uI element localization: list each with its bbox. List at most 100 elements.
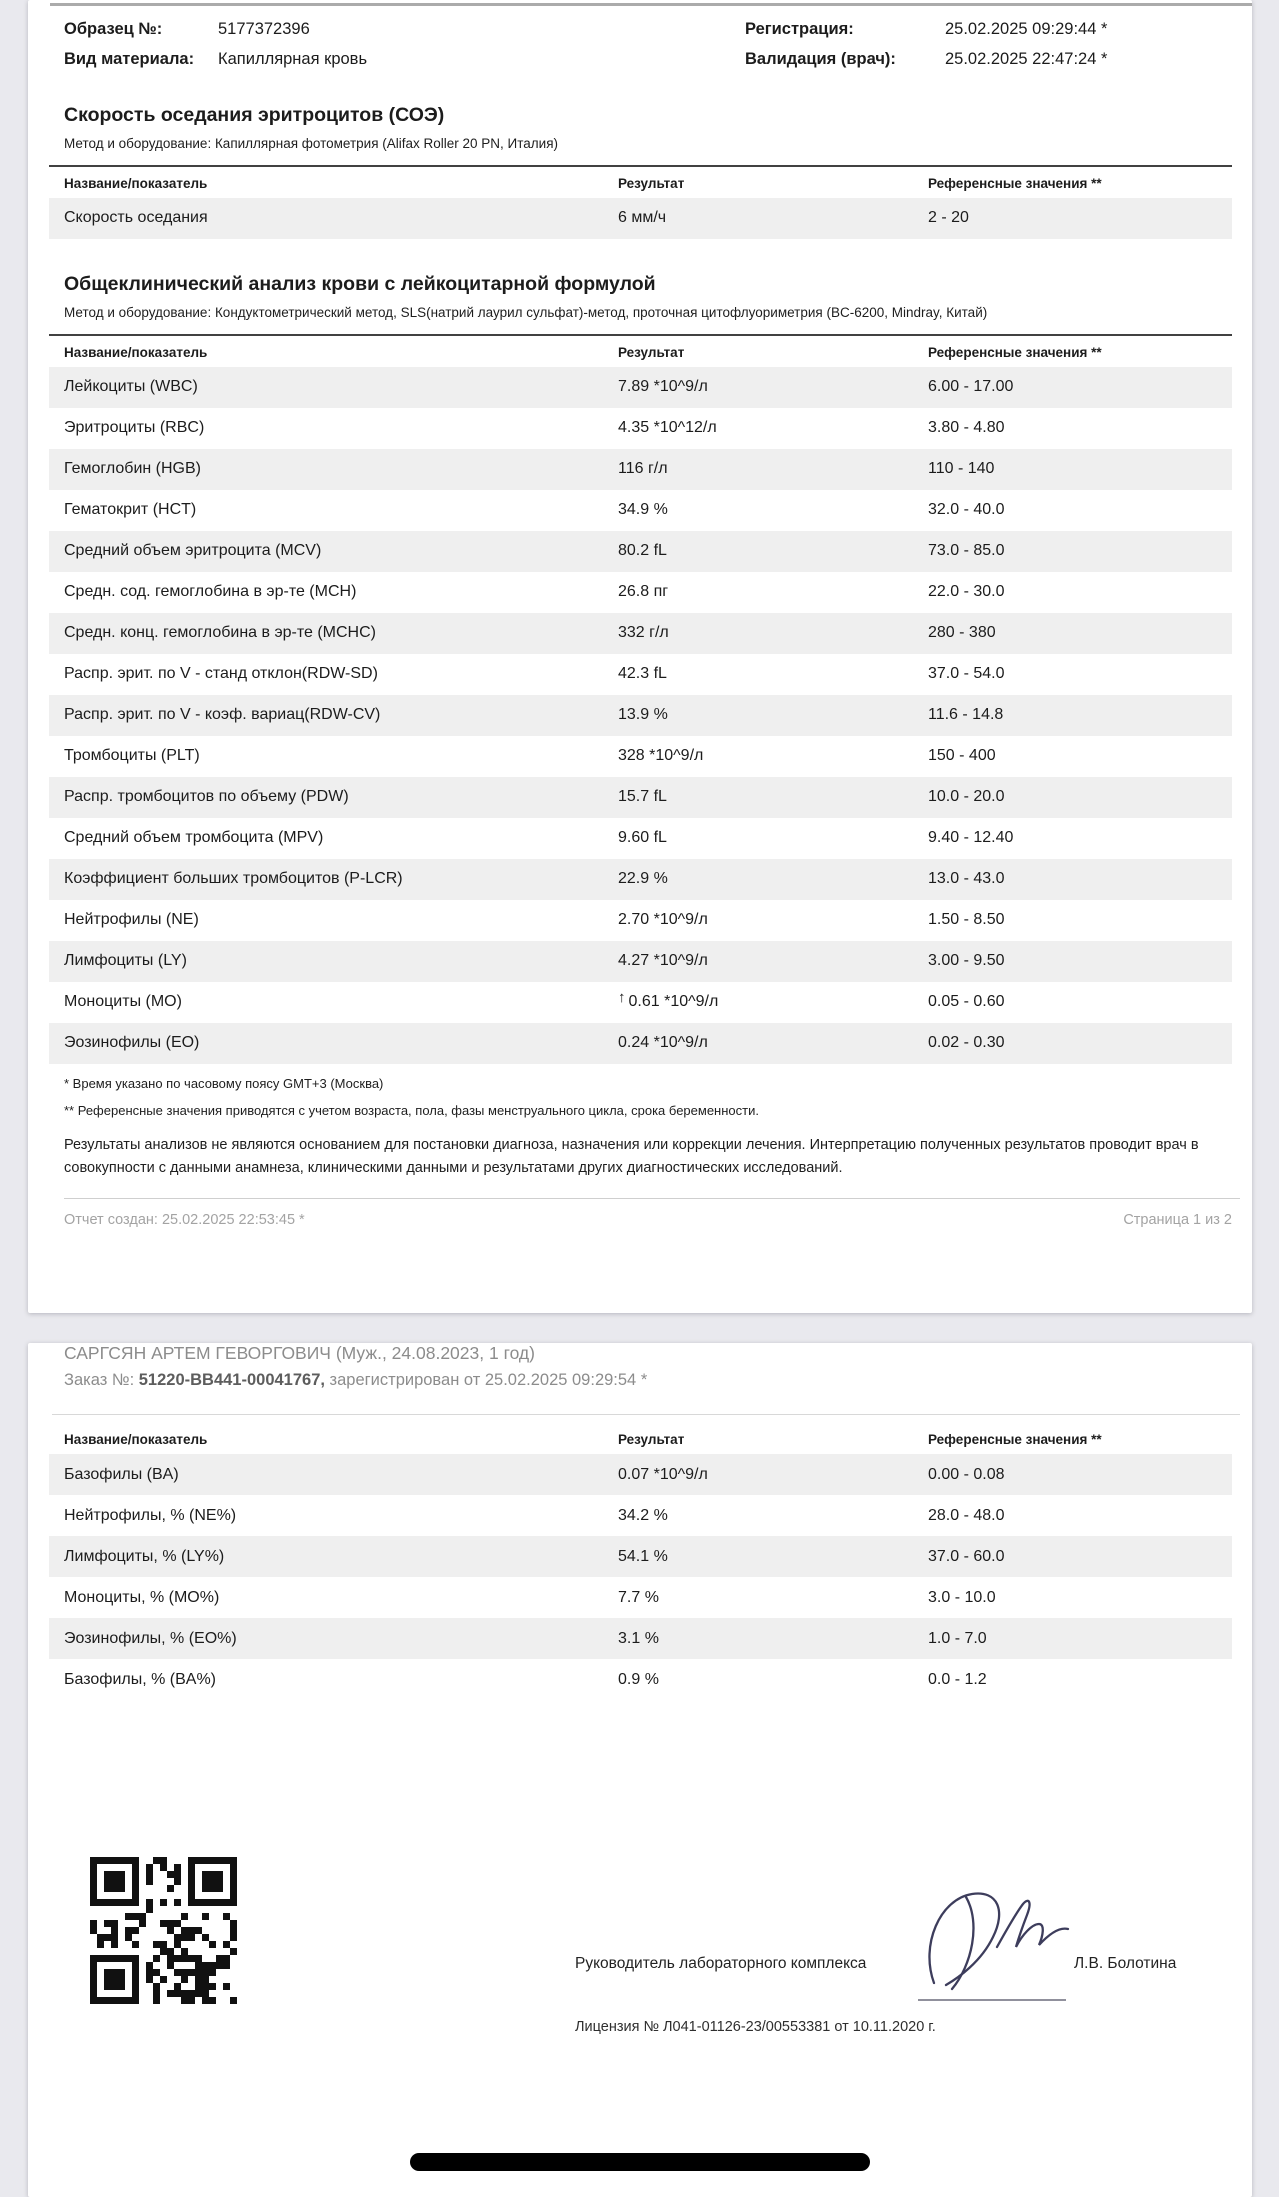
result-value-cell: 7.89 *10^9/л: [618, 378, 708, 396]
table-row: Базофилы, % (BA%) 0.9 % 0.0 - 1.2: [49, 1659, 1232, 1700]
param-name-cell: Базофилы (BA): [64, 1465, 179, 1483]
method-line-esr: Метод и оборудование: Капиллярная фотоме…: [64, 135, 559, 151]
reference-range-cell: 6.00 - 17.00: [928, 378, 1014, 396]
param-name-cell: Нейтрофилы (NE): [64, 911, 199, 929]
param-name-cell: Средн. конц. гемоглобина в эр-те (MCHC): [64, 624, 376, 642]
table-row: Эритроциты (RBC) 4.35 *10^12/л 3.80 - 4.80: [49, 408, 1232, 449]
param-name-cell: Распр. тромбоцитов по объему (PDW): [64, 788, 349, 806]
table-row: Эозинофилы (EO) 0.24 *10^9/л 0.02 - 0.30: [49, 1022, 1232, 1064]
reference-range-cell: 0.0 - 1.2: [928, 1670, 987, 1688]
diff-results-table: Название/показатель Результат Референсны…: [49, 1423, 1232, 1700]
table-row: Моноциты, % (MO%) 7.7 % 3.0 - 10.0: [49, 1577, 1232, 1618]
reference-range-cell: 0.02 - 0.30: [928, 1034, 1005, 1052]
param-name-cell: Моноциты, % (MO%): [64, 1588, 220, 1606]
table-row: Лимфоциты, % (LY%) 54.1 % 37.0 - 60.0: [49, 1536, 1232, 1577]
reference-range-cell: 3.80 - 4.80: [928, 419, 1005, 437]
result-value-cell: 0.24 *10^9/л: [618, 1034, 708, 1052]
param-name-cell: Распр. эрит. по V - станд отклон(RDW-SD): [64, 665, 378, 683]
reference-range-cell: 150 - 400: [928, 747, 996, 765]
result-value-cell: ↑ 0.61 *10^9/л: [618, 989, 719, 1011]
reference-range-cell: 280 - 380: [928, 624, 996, 642]
reference-range-cell: 37.0 - 54.0: [928, 665, 1005, 683]
column-header-result: Результат: [618, 1432, 685, 1447]
param-name-cell: Эозинофилы (EO): [64, 1034, 200, 1052]
cbc-results-table: Название/показатель Результат Референсны…: [49, 333, 1232, 1064]
method-line-cbc: Метод и оборудование: Кондуктометрически…: [64, 304, 988, 320]
param-name-cell: Базофилы, % (BA%): [64, 1670, 216, 1688]
result-value-cell: 3.1 %: [618, 1629, 659, 1647]
result-value-cell: 9.60 fL: [618, 829, 667, 847]
param-name-cell: Скорость оседания: [64, 209, 208, 227]
param-name-cell: Эритроциты (RBC): [64, 419, 205, 437]
table-row: Распр. тромбоцитов по объему (PDW) 15.7 f…: [49, 776, 1232, 818]
qr-code: [90, 1857, 237, 2004]
table-row: Распр. эрит. по V - станд отклон(RDW-SD)…: [49, 654, 1232, 695]
param-name-cell: Тромбоциты (PLT): [64, 747, 200, 765]
param-name-cell: Средн. сод. гемоглобина в эр-те (MCH): [64, 583, 357, 601]
result-value-cell: 7.7 %: [618, 1588, 659, 1606]
table-row: Распр. эрит. по V - коэф. вариац(RDW-CV)…: [49, 694, 1232, 736]
result-value-cell: 4.27 *10^9/л: [618, 952, 708, 970]
result-value-cell: 0.07 *10^9/л: [618, 1465, 708, 1483]
validation-label: Валидация (врач):: [745, 49, 896, 68]
param-name-cell: Нейтрофилы, % (NE%): [64, 1506, 237, 1524]
reference-range-cell: 10.0 - 20.0: [928, 788, 1005, 806]
table-row: Гематокрит (HCT) 34.9 % 32.0 - 40.0: [49, 490, 1232, 531]
table-row: Скорость оседания 6 мм/ч 2 - 20: [49, 197, 1232, 239]
table-row: Нейтрофилы (NE) 2.70 *10^9/л 1.50 - 8.50: [49, 900, 1232, 941]
order-label: Заказ №:: [64, 1371, 139, 1389]
registration-value: 25.02.2025 09:29:44 *: [945, 20, 1108, 38]
reference-range-cell: 0.05 - 0.60: [928, 993, 1005, 1011]
param-name-cell: Лимфоциты, % (LY%): [64, 1547, 225, 1565]
home-indicator[interactable]: [409, 2153, 870, 2171]
table-row: Средний объем тромбоцита (MPV) 9.60 fL 9.4…: [49, 818, 1232, 859]
table-row: Лимфоциты (LY) 4.27 *10^9/л 3.00 - 9.50: [49, 940, 1232, 982]
result-value-cell: 34.2 %: [618, 1506, 668, 1524]
param-name-cell: Распр. эрит. по V - коэф. вариац(RDW-CV): [64, 706, 381, 724]
result-value-cell: 332 г/л: [618, 624, 669, 642]
result-value-cell: 54.1 %: [618, 1547, 668, 1565]
table-row: Средн. сод. гемоглобина в эр-те (MCH) 26.…: [49, 572, 1232, 613]
param-name-cell: Гематокрит (HCT): [64, 501, 197, 519]
result-value-cell: 22.9 %: [618, 870, 668, 888]
param-name-cell: Лимфоциты (LY): [64, 952, 187, 970]
reference-range-cell: 37.0 - 60.0: [928, 1547, 1005, 1565]
material-value: Капиллярная кровь: [218, 49, 368, 68]
param-name-cell: Средний объем эритроцита (MCV): [64, 542, 322, 560]
reference-range-cell: 1.50 - 8.50: [928, 911, 1005, 929]
signature-line: [918, 1999, 1066, 2001]
result-value-cell: 26.8 пг: [618, 583, 669, 601]
param-name-cell: Средний объем тромбоцита (MPV): [64, 829, 324, 847]
disclaimer-text: Результаты анализов не являются основани…: [64, 1136, 1199, 1176]
result-value-cell: 0.9 %: [618, 1670, 659, 1688]
reference-range-cell: 28.0 - 48.0: [928, 1506, 1005, 1524]
reference-range-cell: 3.00 - 9.50: [928, 952, 1005, 970]
order-number-line: Заказ №: 51220-BB441-00041767, зарегистр…: [64, 1371, 1216, 1390]
sample-number-value: 5177372396: [218, 20, 310, 38]
page-top-rule: [50, 3, 1252, 6]
result-value-cell: 34.9 %: [618, 501, 668, 519]
column-header-name: Название/показатель: [64, 175, 208, 191]
reference-range-cell: 1.0 - 7.0: [928, 1629, 987, 1647]
column-header-reference: Референсные значения **: [928, 175, 1102, 191]
column-header-name: Название/показатель: [64, 1432, 208, 1447]
column-header-reference: Референсные значения **: [928, 344, 1102, 360]
reference-range-cell: 0.00 - 0.08: [928, 1465, 1005, 1483]
table-header-row: Название/показатель Результат Референсны…: [49, 1423, 1232, 1454]
table-row: Тромбоциты (PLT) 328 *10^9/л 150 - 400: [49, 736, 1232, 777]
footnote-timezone: * Время указано по часовому поясу GMT+3 …: [64, 1075, 384, 1091]
reference-range-cell: 11.6 - 14.8: [928, 706, 1004, 724]
param-name-cell: Коэффициент больших тромбоцитов (P-LCR): [64, 870, 403, 888]
reference-range-cell: 2 - 20: [928, 209, 969, 227]
column-header-result: Результат: [618, 175, 685, 191]
section-title-esr: Скорость оседания эритроцитов (СОЭ): [64, 103, 445, 126]
table-row: Нейтрофилы, % (NE%) 34.2 % 28.0 - 48.0: [49, 1495, 1232, 1536]
result-value-cell: 2.70 *10^9/л: [618, 911, 708, 929]
table-row: Гемоглобин (HGB) 116 г/л 110 - 140: [49, 448, 1232, 490]
result-value-cell: 80.2 fL: [618, 542, 667, 560]
reference-range-cell: 32.0 - 40.0: [928, 501, 1005, 519]
footer-divider: [64, 1197, 1240, 1199]
sample-number-label: Образец №:: [64, 20, 163, 38]
param-name-cell: Гемоглобин (HGB): [64, 460, 201, 478]
reference-range-cell: 73.0 - 85.0: [928, 542, 1005, 560]
